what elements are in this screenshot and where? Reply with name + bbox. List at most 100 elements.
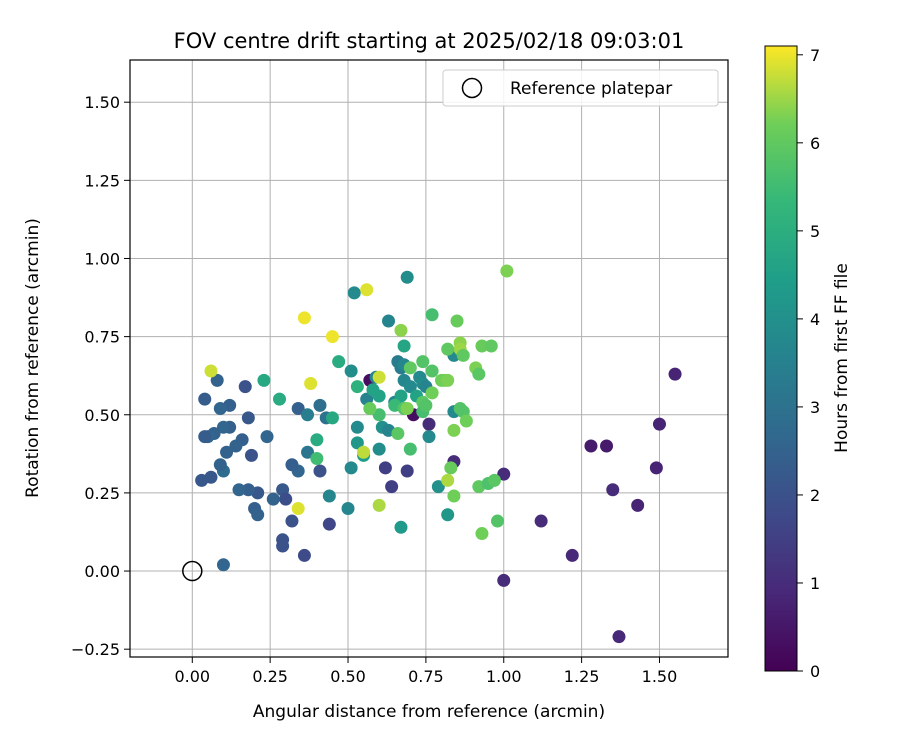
data-point	[403, 361, 417, 375]
data-point	[213, 402, 227, 416]
data-point	[497, 573, 511, 587]
data-point	[220, 445, 234, 459]
data-point	[304, 377, 318, 391]
data-point	[357, 445, 371, 459]
data-point	[403, 380, 417, 394]
colorbar-tick-label: 1	[810, 574, 820, 593]
data-point	[366, 383, 380, 397]
y-axis-label: Rotation from reference (arcmin)	[23, 218, 43, 498]
data-point	[400, 270, 414, 284]
data-point	[204, 364, 218, 378]
data-point	[385, 480, 399, 494]
legend-label-reference: Reference platepar	[510, 79, 672, 99]
data-point	[491, 514, 505, 528]
y-axis-ticks: −0.25 0.00 0.25 0.50 0.75 1.00 1.25 1.50	[71, 93, 130, 659]
colorbar-ticks: 0 1 2 3 4 5 6 7	[797, 46, 820, 681]
colorbar-tick-label: 6	[810, 134, 820, 153]
data-point	[484, 339, 498, 353]
data-point	[344, 461, 358, 475]
data-point	[360, 283, 374, 297]
colorbar-tick-label: 3	[810, 398, 820, 417]
data-point	[565, 548, 579, 562]
data-point	[301, 445, 315, 459]
data-point	[229, 439, 243, 453]
grid-lines	[130, 60, 728, 657]
data-point	[500, 264, 514, 278]
data-point	[341, 502, 355, 516]
data-point	[297, 548, 311, 562]
data-point	[297, 311, 311, 325]
x-tick-label: 0.75	[408, 667, 444, 686]
data-point	[322, 517, 336, 531]
colorbar-label: Hours from first FF file	[832, 263, 852, 453]
data-point	[291, 502, 305, 516]
plot-frame	[129, 59, 729, 658]
x-tick-label: 0.00	[174, 667, 210, 686]
data-point	[497, 467, 511, 481]
data-point	[372, 442, 386, 456]
data-point	[251, 508, 265, 522]
data-point	[313, 464, 327, 478]
data-point	[403, 442, 417, 456]
y-tick-label: 1.00	[84, 249, 120, 268]
data-point	[210, 373, 224, 387]
data-point	[260, 430, 274, 444]
data-point	[279, 492, 293, 506]
y-tick-label: −0.25	[71, 640, 120, 659]
data-point	[394, 389, 408, 403]
x-tick-label: 1.00	[486, 667, 522, 686]
data-point	[394, 520, 408, 534]
data-point	[447, 423, 461, 437]
data-point	[363, 402, 377, 416]
legend-marker-reference	[461, 77, 483, 99]
data-point	[668, 367, 682, 381]
data-point	[372, 498, 386, 512]
data-point	[394, 323, 408, 337]
data-point	[600, 439, 614, 453]
data-point	[652, 417, 666, 431]
colorbar	[764, 45, 798, 672]
data-point	[198, 430, 212, 444]
data-point	[325, 411, 339, 425]
data-point	[444, 461, 458, 475]
data-point	[416, 355, 430, 369]
data-point	[238, 380, 252, 394]
data-point	[273, 392, 286, 406]
data-point	[301, 408, 315, 422]
data-point	[232, 483, 246, 497]
data-point	[195, 473, 209, 487]
x-tick-label: 0.25	[252, 667, 288, 686]
data-point	[400, 402, 414, 416]
data-point	[266, 492, 280, 506]
data-point	[453, 402, 467, 416]
data-point	[322, 489, 336, 503]
data-point	[216, 558, 230, 572]
data-point	[487, 473, 501, 487]
data-point	[213, 458, 227, 472]
data-point	[332, 355, 346, 369]
data-point	[391, 427, 405, 441]
data-point	[475, 527, 489, 541]
data-point	[198, 392, 212, 406]
y-tick-label: 0.00	[84, 562, 120, 581]
data-point	[422, 417, 436, 431]
data-point	[400, 464, 414, 478]
data-point	[325, 330, 339, 344]
y-tick-label: 1.50	[84, 93, 120, 112]
x-axis-ticks: 0.00 0.25 0.50 0.75 1.00 1.25 1.50	[174, 657, 677, 686]
data-point	[450, 314, 464, 328]
legend-box	[442, 69, 719, 107]
data-points	[195, 264, 682, 644]
data-point	[475, 339, 489, 353]
data-point	[612, 630, 626, 644]
data-point	[350, 380, 364, 394]
data-point	[310, 433, 324, 447]
data-point	[276, 539, 290, 553]
data-point	[631, 498, 645, 512]
y-tick-label: 0.25	[84, 484, 120, 503]
data-point	[257, 373, 271, 387]
x-tick-label: 1.25	[564, 667, 600, 686]
data-point	[350, 420, 364, 434]
chart-title: FOV centre drift starting at 2025/02/18 …	[174, 29, 685, 53]
